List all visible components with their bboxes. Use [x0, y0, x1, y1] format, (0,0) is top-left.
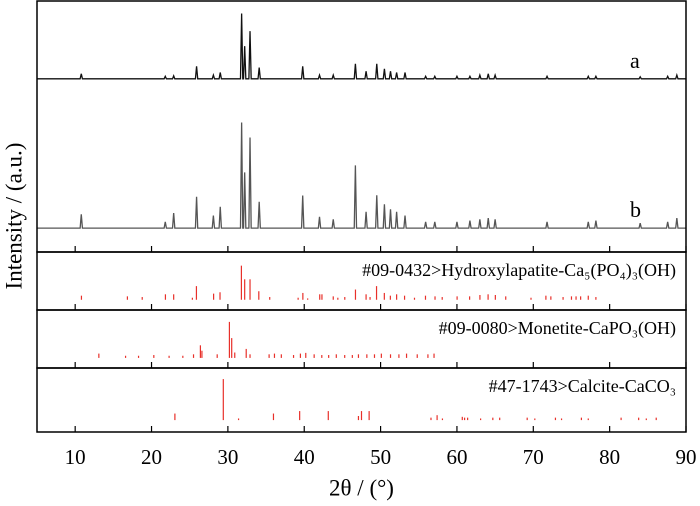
x-tick-label: 30: [217, 445, 238, 469]
x-tick-label: 60: [446, 445, 467, 469]
x-tick-label: 80: [599, 445, 620, 469]
reference-title: #47-1743>Calcite-CaCO₃: [489, 376, 676, 396]
pattern-line: [37, 122, 686, 229]
y-axis-label: Intensity / (a.u.): [1, 143, 26, 290]
panel-frame: [36, 0, 687, 253]
x-tick-label: 90: [676, 445, 697, 469]
x-tick-label: 20: [141, 445, 162, 469]
x-tick-label: 10: [65, 445, 86, 469]
reference-title: #09-0432>Hydroxylapatite-Ca₅(PO₄)₃(OH): [362, 260, 676, 281]
x-tick-label: 40: [294, 445, 315, 469]
pattern-line: [37, 13, 686, 80]
x-axis-label: 2θ / (°): [329, 475, 394, 500]
panel-frame: [36, 367, 687, 433]
x-tick-label: 70: [523, 445, 544, 469]
series-label: b: [630, 197, 641, 222]
x-tick-label: 50: [370, 445, 391, 469]
series-label: a: [630, 48, 640, 73]
reference-title: #09-0080>Monetite-CaPO₃(OH): [439, 318, 676, 339]
